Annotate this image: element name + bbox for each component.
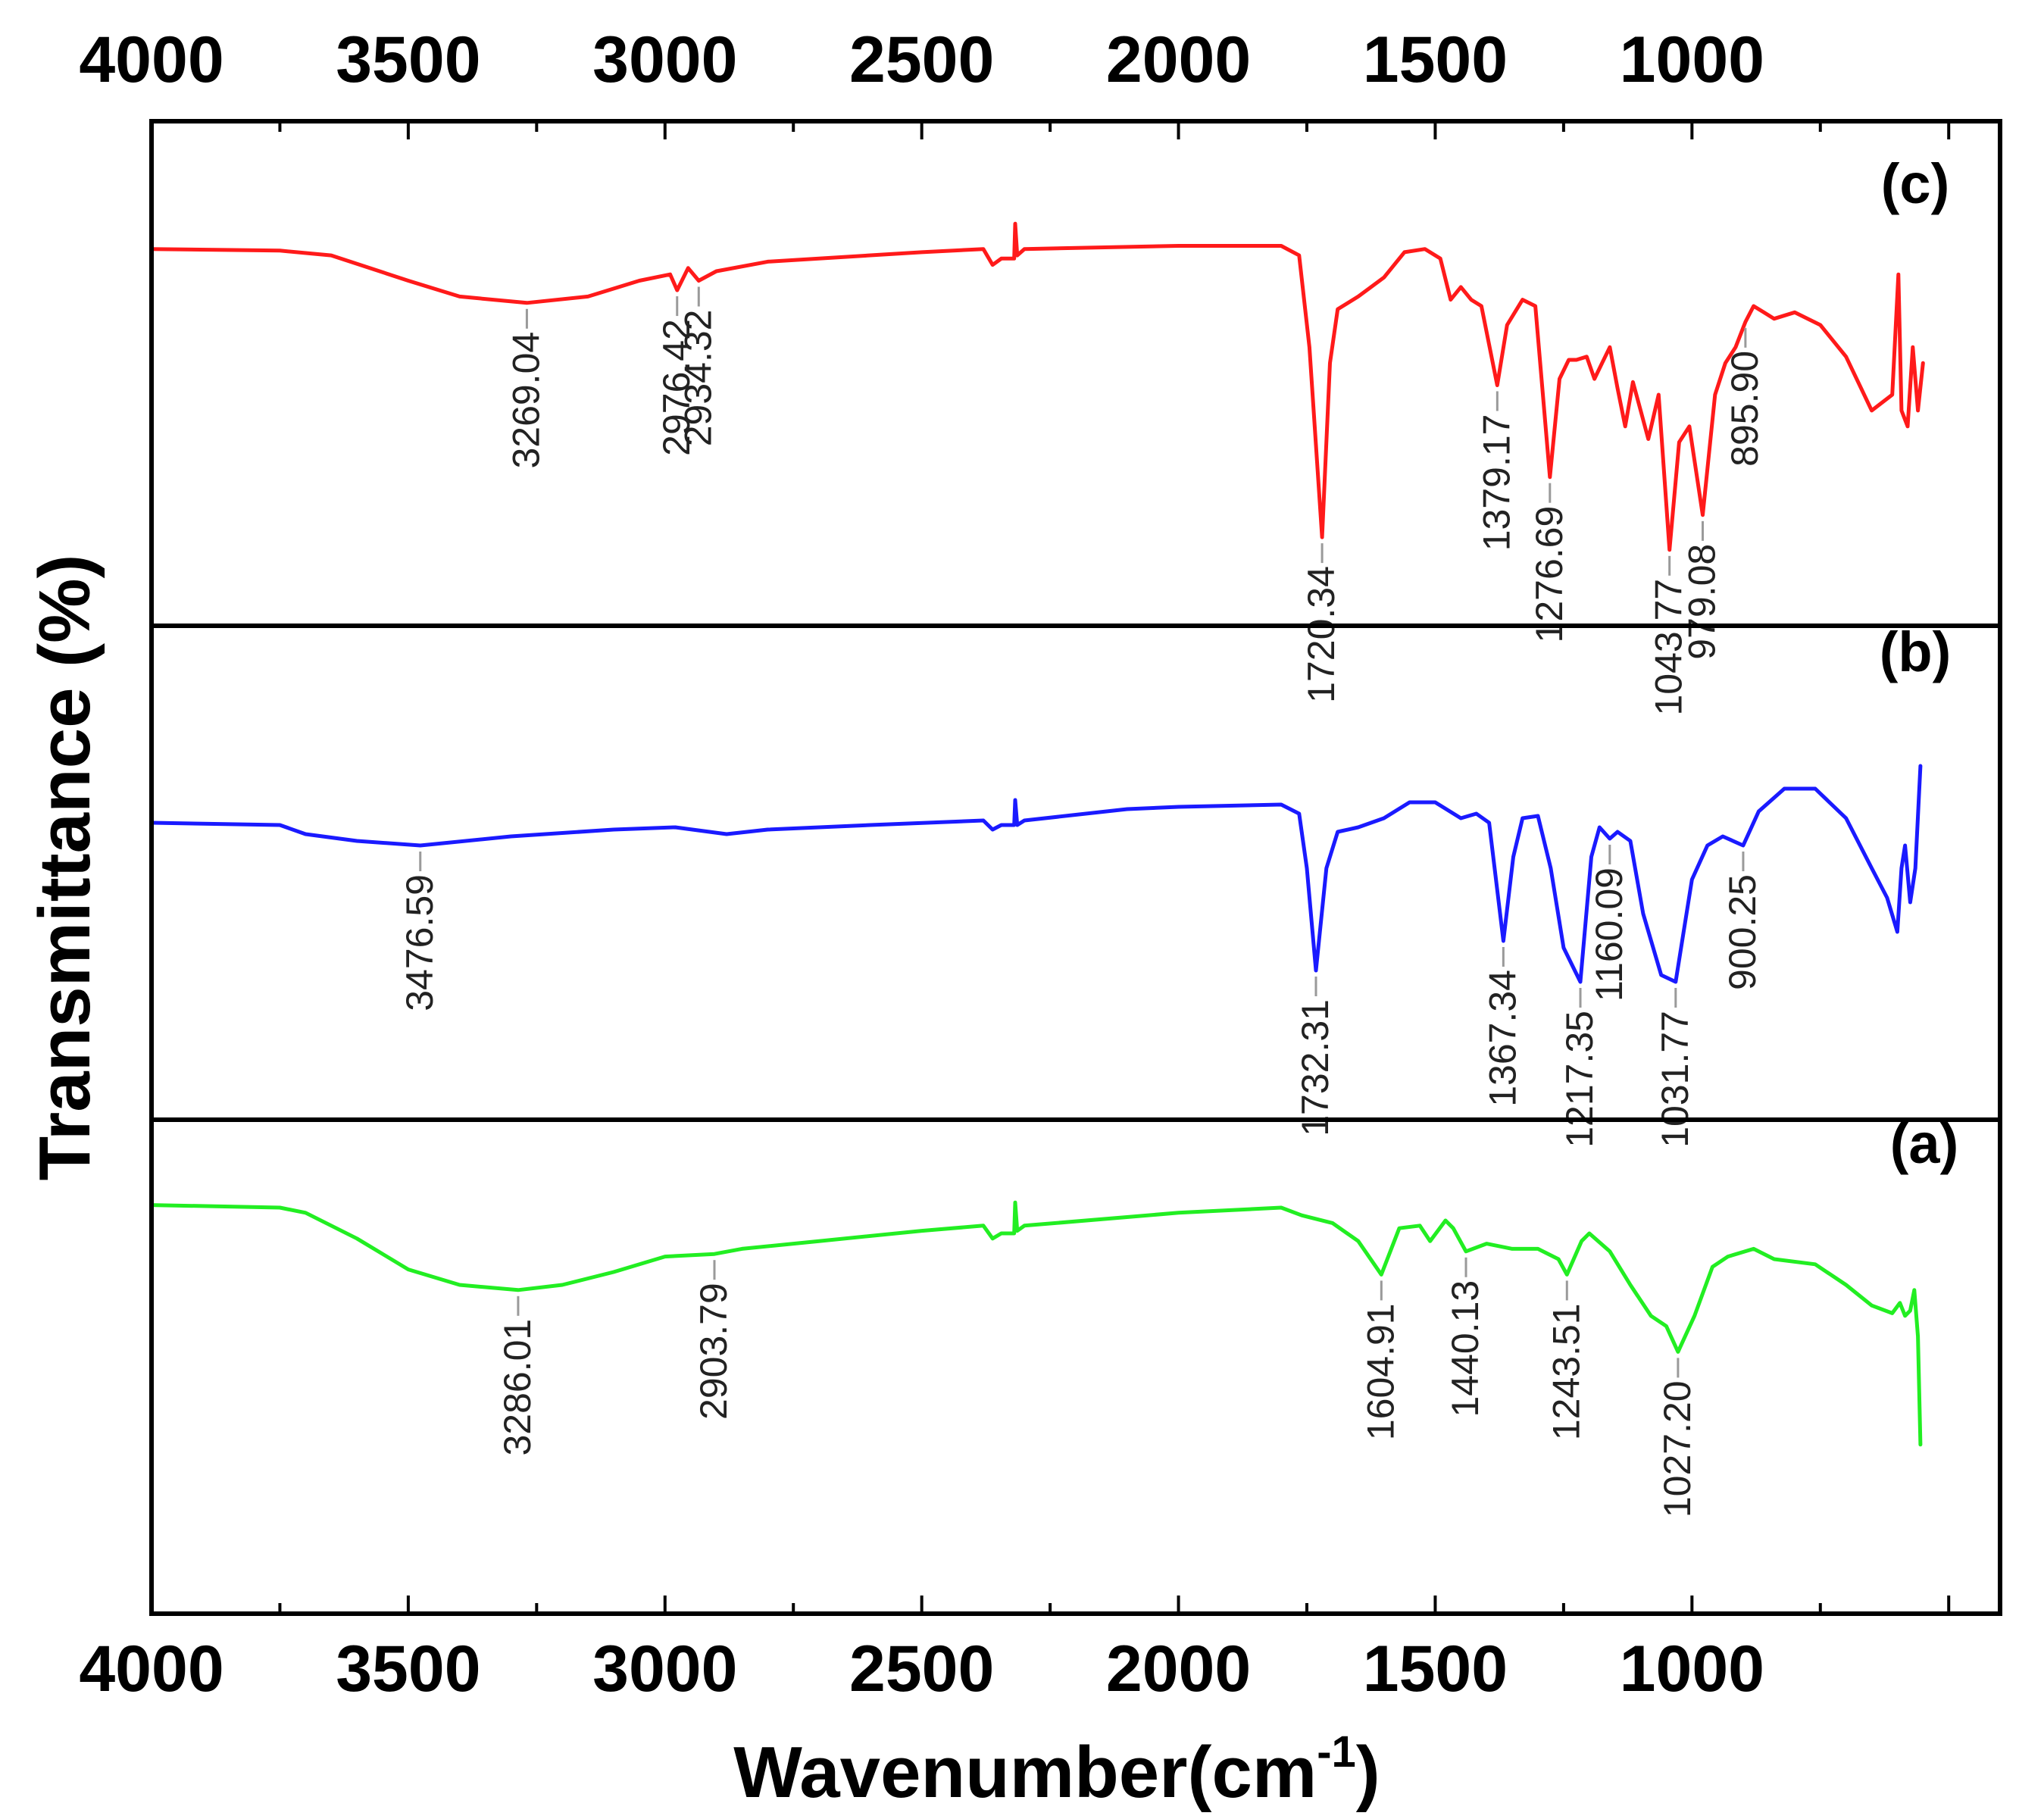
peak-label: 2976.42: [655, 319, 698, 456]
peak-label: 900.25: [1721, 874, 1764, 990]
peak-label: 1732.31: [1294, 999, 1336, 1136]
peak-label: 2934.32: [677, 310, 719, 447]
x-axis-title: Wavenumber(cm-1): [733, 1727, 1380, 1813]
peak-label: 2903.79: [692, 1283, 735, 1420]
x-axis-title-superscript: -1: [1317, 1727, 1356, 1777]
bottom-tick-label: 1500: [1363, 1633, 1508, 1705]
peak-label: 1367.34: [1481, 970, 1524, 1107]
bottom-tick-label: 2000: [1106, 1633, 1251, 1705]
peak-label: 1027.20: [1656, 1380, 1699, 1517]
peak-label: 979.08: [1681, 544, 1724, 660]
peak-label: 1604.91: [1359, 1303, 1402, 1440]
panel-label-b: (b): [1880, 620, 1952, 683]
y-axis-title: Transmittance (%): [24, 555, 105, 1181]
peak-label: 1160.09: [1588, 867, 1630, 1002]
bottom-tick-label: 3000: [592, 1633, 737, 1705]
peak-label: 1243.51: [1545, 1303, 1587, 1440]
top-tick-label: 3500: [336, 23, 480, 96]
peak-label: 1217.35: [1558, 1011, 1601, 1148]
spectrum-line-a: [149, 1200, 1923, 1447]
plot-frame: [149, 119, 2002, 1616]
spectrum-line-b: [149, 764, 1923, 984]
peak-label: 1276.69: [1528, 506, 1571, 643]
bottom-tick-label: 3500: [336, 1633, 480, 1705]
peak-label: 895.90: [1724, 351, 1766, 467]
peak-label: 1440.13: [1444, 1280, 1486, 1417]
peak-label: 1379.17: [1475, 414, 1517, 552]
spectrum-line-c: [149, 221, 1925, 552]
peak-label: 3286.01: [496, 1319, 539, 1456]
peak-label: 1043.77: [1648, 579, 1690, 716]
top-tick-label: 1000: [1620, 23, 1764, 96]
panel-label-c: (c): [1881, 152, 1949, 215]
peak-label: 1720.34: [1300, 566, 1342, 703]
bottom-tick-label: 2500: [849, 1633, 994, 1705]
bottom-tick-label: 1000: [1620, 1633, 1764, 1705]
top-tick-label: 2500: [849, 23, 994, 96]
bottom-tick-label: 4000: [79, 1633, 223, 1705]
peak-label: 1031.77: [1654, 1011, 1696, 1148]
panel-label-a: (a): [1890, 1112, 1958, 1175]
top-tick-label: 2000: [1106, 23, 1251, 96]
top-tick-label: 3000: [592, 23, 737, 96]
peak-label: 3476.59: [398, 874, 441, 1011]
x-axis-title-close: ): [1356, 1732, 1380, 1813]
top-tick-label: 4000: [79, 23, 223, 96]
top-tick-label: 1500: [1363, 23, 1508, 96]
x-axis-title-main: Wavenumber(cm: [733, 1732, 1317, 1813]
peak-label: 3269.04: [505, 332, 547, 469]
